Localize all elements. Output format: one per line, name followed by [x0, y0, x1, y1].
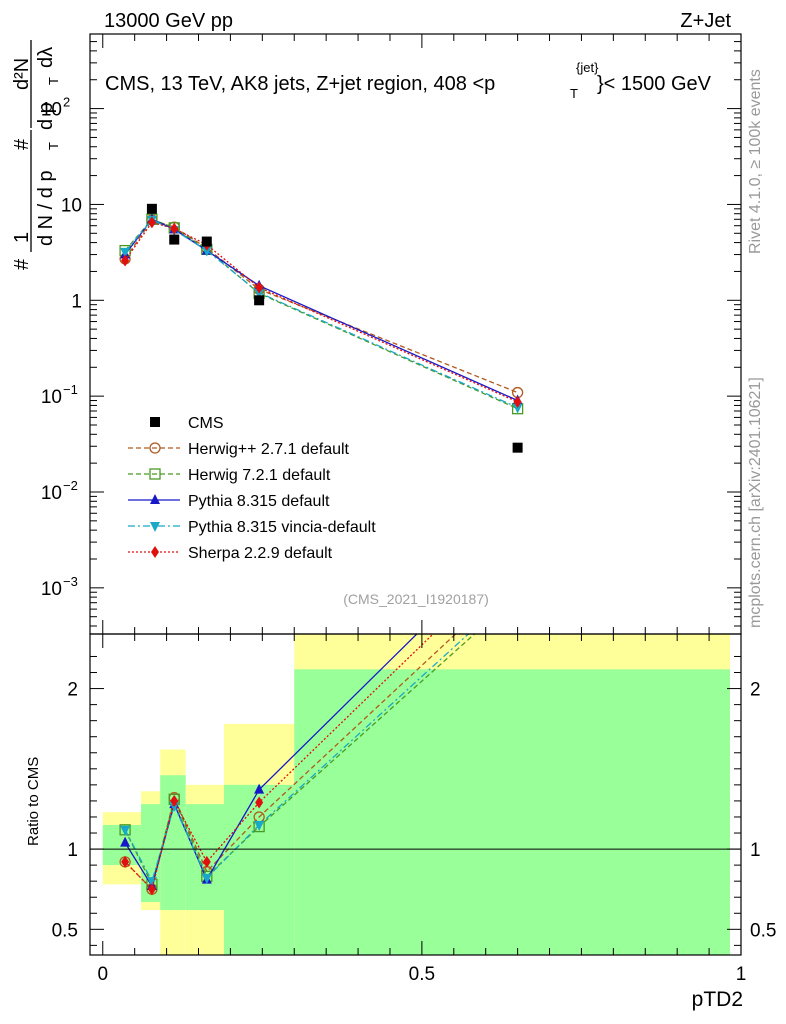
legend-label-0: Herwig++ 2.7.1 default — [188, 441, 350, 458]
series-point-3 — [201, 246, 212, 257]
ylabel-dp-sub: T — [46, 77, 61, 85]
title-end: }< 1500 GeV — [597, 73, 712, 95]
legend: CMS Herwig++ 2.7.1 default Herwig 7.2.1 de… — [128, 415, 376, 562]
title-main: CMS, 13 TeV, AK8 jets, Z+jet region, 408… — [105, 73, 495, 95]
mcplots-label: mcplots.cern.ch [arXiv:2401.10621] — [747, 377, 764, 628]
legend-label-2: Pythia 8.315 default — [188, 493, 330, 510]
legend-marker-0 — [149, 442, 161, 454]
x-tick-label: 1 — [736, 964, 747, 985]
ylabel-dl: dλ — [35, 47, 57, 68]
series-line-4 — [124, 221, 518, 403]
cms-data-point — [201, 236, 212, 247]
series-point-3 — [254, 288, 265, 299]
ratio-tick-label-right: 1 — [750, 840, 761, 861]
series-point-4 — [170, 222, 179, 235]
rivet-label: Rivet 4.1.0, ≥ 100k events — [747, 69, 764, 254]
ylabel-dn: d N / d p — [35, 170, 57, 246]
series-line-3 — [124, 219, 518, 409]
x-tick-label: 0.5 — [409, 964, 435, 985]
ylabel-d2n: d²N — [11, 58, 33, 90]
legend-marker-2 — [150, 494, 160, 504]
series-point-4 — [121, 254, 130, 267]
series-point-4 — [513, 395, 522, 408]
title-main-text: CMS, 13 TeV, AK8 jets, Z+jet region, 408… — [105, 73, 495, 95]
analysis-id: (CMS_2021_I1920187) — [343, 591, 489, 607]
ratio-line-1 — [124, 634, 476, 887]
ratio-point-3 — [201, 873, 212, 884]
ratio-point-3 — [254, 820, 265, 831]
y-tick-exponent: 2 — [63, 95, 70, 110]
ratio-point-4 — [170, 794, 179, 807]
series-point-3 — [512, 403, 523, 414]
series-point-4 — [147, 216, 156, 229]
ratio-point-3 — [120, 825, 131, 836]
legend-marker-cms — [150, 417, 160, 427]
ratio-green-band — [294, 669, 730, 955]
y-tick-exponent: −1 — [63, 382, 78, 397]
ylabel-one: 1 — [11, 232, 33, 243]
ratio-line-0 — [124, 634, 457, 891]
energy-label: 13000 GeV pp — [104, 10, 233, 32]
y-tick-label: 10 — [41, 387, 62, 408]
legend-label-4: Sherpa 2.2.9 default — [188, 545, 333, 562]
ylabel-hash1: # — [11, 258, 33, 270]
cms-data-point — [254, 295, 265, 306]
process-label: Z+Jet — [680, 10, 731, 32]
legend-label-3: Pythia 8.315 vincia-default — [188, 519, 376, 536]
cms-data-point — [512, 442, 523, 453]
legend-marker-3 — [150, 522, 160, 532]
ratio-series — [90, 634, 741, 896]
ratio-point-2 — [120, 836, 131, 847]
ratio-tick-label-left: 0.5 — [52, 920, 78, 941]
ratio-green-band — [224, 784, 295, 955]
y-tick-label: 1 — [71, 291, 82, 312]
legend-marker-1 — [149, 468, 161, 480]
cms-data-point — [169, 234, 180, 245]
main-frame — [89, 33, 742, 635]
cms-data-point — [146, 203, 157, 214]
y-tick-exponent: −3 — [63, 574, 78, 589]
main-series — [119, 213, 524, 415]
series-point-3 — [120, 247, 131, 258]
y-tick-label: 10 — [41, 579, 62, 600]
y-tick-label: 10 — [41, 100, 62, 121]
ylabel-dn-sub: T — [46, 142, 61, 150]
ratio-bands — [102, 634, 730, 955]
series-point-4 — [255, 281, 264, 294]
x-axis-label: pTD2 — [692, 988, 743, 1011]
series-line-2 — [124, 218, 518, 402]
legend-label-1: Herwig 7.2.1 default — [188, 467, 331, 484]
ratio-line-4 — [124, 634, 435, 891]
y-tick-exponent: −2 — [63, 478, 78, 493]
ratio-point-4 — [121, 855, 130, 868]
ratio-point-4 — [147, 883, 156, 896]
ratio-tick-label-right: 2 — [750, 680, 761, 701]
ratio-point-2 — [254, 783, 265, 794]
ylabel-hash2: # — [11, 138, 33, 150]
x-tick-label: 0 — [97, 964, 108, 985]
chart-title: CMS, 13 TeV, AK8 jets, Z+jet region, 408… — [105, 60, 712, 101]
ratio-line-3 — [124, 634, 470, 883]
legend-label-cms: CMS — [188, 415, 224, 432]
ratio-tick-label-left: 1 — [67, 840, 78, 861]
ratio-point-4 — [202, 855, 211, 868]
legend-marker-4 — [151, 546, 159, 558]
ratio-tick-label-left: 2 — [67, 680, 78, 701]
title-sup: {jet} — [576, 60, 599, 75]
title-sub: T — [570, 86, 578, 101]
ylabel-dp: d p — [35, 102, 57, 130]
series-line-0 — [124, 219, 518, 394]
ratio-ylabel: Ratio to CMS — [25, 757, 42, 846]
ratio-point-4 — [255, 796, 264, 809]
y-tick-label: 10 — [41, 483, 62, 504]
y-axis-label: # 1 d N / d p T # d²N d p T dλ — [11, 40, 61, 270]
y-tick-label: 10 — [61, 195, 82, 216]
ratio-tick-label-right: 0.5 — [750, 920, 776, 941]
cms-points — [146, 203, 523, 453]
ratio-frame — [89, 633, 742, 956]
